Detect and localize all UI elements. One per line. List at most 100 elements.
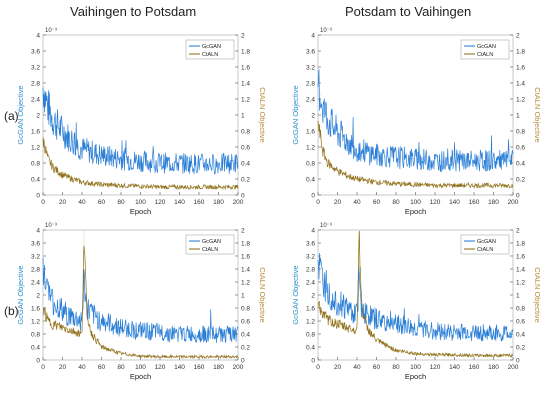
y-right-tick-label: 2 [516,227,520,234]
x-tick-label: 100 [410,364,421,371]
x-tick-label: 40 [353,199,361,206]
x-tick-label: 60 [98,364,106,371]
x-tick-label: 200 [508,199,519,206]
x-tick-label: 0 [41,364,45,371]
x-tick-label: 160 [194,364,205,371]
x-axis-label: Epoch [405,372,426,381]
y-right-tick-label: 0.8 [241,128,250,135]
x-axis-label: Epoch [130,372,151,381]
series-trend-gcgan [317,82,513,162]
x-tick-label: 180 [488,199,499,206]
y-left-tick-label: 0.8 [31,160,40,167]
y-left-tick-label: 3.6 [306,240,315,247]
x-axis-label: Epoch [405,207,426,216]
x-tick-label: 200 [508,364,519,371]
legend: GcGAN CtALN [185,39,235,60]
y-left-tick-label: 2.8 [31,266,40,273]
y-left-tick-label: 1.6 [306,128,315,135]
y-right-tick-label: 1 [516,292,520,299]
series-line-gcgan [317,69,514,172]
column-title-left: Vaihingen to Potsdam [70,4,197,19]
y-right-tick-label: 0 [516,192,520,199]
y-left-tick-label: 0.4 [31,344,40,351]
y-left-tick-label: 0.8 [306,331,315,338]
series-trend-ctaln [42,229,238,357]
y-right-tick-label: 0.2 [241,176,250,183]
y-left-tick-label: 1.6 [31,305,40,312]
x-axis-label: Epoch [130,207,151,216]
x-tick-label: 60 [98,199,106,206]
x-tick-label: 20 [59,199,67,206]
y-left-axis-label: GcGAN Objective [291,265,300,324]
y-left-tick-label: 0.4 [306,344,315,351]
chart-panel-0: 0 20 40 60 80 100 120 140 160 180 20000.40.81.21.6… [16,28,267,216]
chart-panel-3: 0 20 40 60 80 100 120 140 160 180 20000.40.81.21.6… [291,223,542,381]
y-left-tick-label: 4 [36,227,40,234]
y-right-tick-label: 1.4 [241,266,250,273]
y-right-tick-label: 1.2 [516,279,525,286]
series-trend-gcgan [42,86,239,164]
series-trend-ctaln [317,122,513,186]
y-left-axis-label: GcGAN Objective [291,85,300,144]
legend: GcGAN CtALN [460,234,510,255]
series-line-gcgan [317,252,514,342]
y-right-tick-label: 1.8 [516,240,525,247]
y-right-tick-label: 1.4 [516,266,525,273]
legend-entry: CtALN [202,247,218,253]
y-right-tick-label: 0 [241,357,245,364]
y-right-axis-label: CtALN Objective [258,87,267,142]
x-tick-label: 40 [78,364,86,371]
y-left-axis-label: GcGAN Objective [16,265,25,324]
legend: GcGAN CtALN [460,39,510,60]
y-right-tick-label: 0.6 [241,318,250,325]
y-right-tick-label: 0.2 [516,176,525,183]
x-tick-label: 140 [174,199,185,206]
x-tick-label: 120 [155,199,166,206]
y-left-tick-label: 2.8 [306,266,315,273]
row-label-b: (b) [4,304,19,318]
series-line-ctaln [42,137,239,191]
legend-entry: GcGAN [202,44,221,50]
series-trend-gcgan [42,272,238,335]
x-tick-label: 60 [373,199,381,206]
y-right-tick-label: 0.8 [241,305,250,312]
x-tick-label: 140 [449,364,460,371]
x-tick-label: 40 [78,199,86,206]
legend-entry: GcGAN [202,239,221,245]
y-left-tick-label: 2.8 [306,80,315,87]
y-left-tick-label: 4 [36,32,40,39]
y-left-tick-label: 3.6 [31,240,40,247]
x-tick-label: 180 [213,364,224,371]
y-left-tick-label: 3.2 [31,64,40,71]
y-right-tick-label: 1.4 [516,80,525,87]
y-left-tick-label: 2 [311,292,315,299]
y-right-tick-label: 0.2 [241,344,250,351]
x-tick-label: 200 [233,364,244,371]
y-right-tick-label: 1 [516,112,520,119]
y-left-tick-label: 3.2 [306,253,315,260]
legend-entry: CtALN [477,52,493,58]
y-right-tick-label: 0.8 [516,305,525,312]
y-left-tick-label: 0.4 [306,176,315,183]
y-left-tick-label: 1.2 [31,144,40,151]
y-right-tick-label: 0 [241,192,245,199]
x-tick-label: 140 [174,364,185,371]
chart-panel-1: 0 20 40 60 80 100 120 140 160 180 20000.40.81.21.6… [291,28,542,216]
legend-entry: CtALN [202,52,218,58]
y-right-tick-label: 1.2 [241,96,250,103]
y-right-tick-label: 0 [516,357,520,364]
y-left-tick-label: 3.2 [31,253,40,260]
y-right-tick-label: 2 [241,227,245,234]
y-right-tick-label: 1.4 [241,80,250,87]
y-left-tick-label: 4 [311,32,315,39]
x-tick-label: 160 [194,199,205,206]
exponent-label: 10⁻³ [45,223,57,229]
x-tick-label: 20 [59,364,67,371]
y-right-axis-label: CtALN Objective [258,267,267,322]
x-tick-label: 200 [233,199,244,206]
series-line-ctaln [42,245,238,360]
y-left-tick-label: 3.6 [306,48,315,55]
x-tick-label: 100 [135,199,146,206]
y-right-tick-label: 1.8 [241,240,250,247]
y-right-tick-label: 1.6 [516,253,525,260]
